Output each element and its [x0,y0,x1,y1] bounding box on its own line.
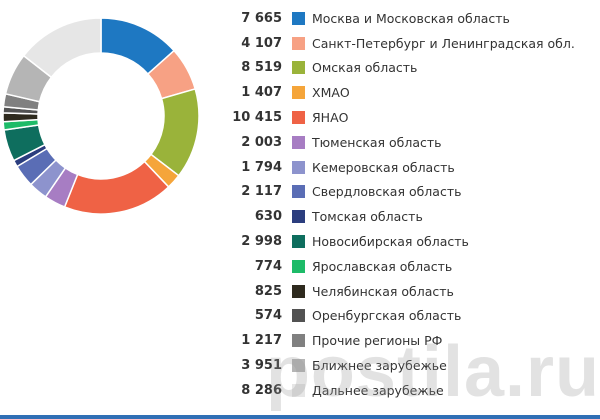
legend-value: 8 286 [241,382,282,398]
legend-swatch [292,383,305,397]
legend-swatch [292,334,305,348]
legend-value: 2 117 [241,184,282,200]
legend-swatch [292,36,305,50]
legend-label: Ярославская область [312,258,453,274]
legend-item: 825 Челябинская область [222,279,594,304]
legend-value: 7 665 [241,10,282,26]
bottom-rule [0,415,600,419]
legend-item: 574 Оренбургская область [222,304,594,329]
legend-swatch [292,185,305,199]
legend-value: 774 [254,258,282,274]
legend-value: 4 107 [241,35,282,51]
legend-swatch [292,160,305,174]
legend-value: 3 951 [241,358,282,374]
legend-value: 10 415 [232,110,282,126]
legend-item: 630 Томская область [222,204,594,229]
legend-item: 4 107 Санкт-Петербург и Ленинградская обл… [222,31,594,56]
legend-item: 10 415 ЯНАО [222,105,594,130]
donut-slice [22,17,102,79]
legend-label: Челябинская область [312,283,454,299]
legend-value: 2 998 [241,234,282,250]
legend-label: Дальнее зарубежье [312,382,444,398]
legend-item: 2 003 Тюменская область [222,130,594,155]
legend-label: Свердловская область [312,184,462,200]
legend-swatch [292,86,305,100]
legend-item: 1 217 Прочие регионы РФ [222,328,594,353]
legend-swatch [292,235,305,249]
legend-item: 1 794 Кемеровская область [222,155,594,180]
legend-value: 630 [254,209,282,225]
legend-label: Кемеровская область [312,159,455,175]
legend-value: 825 [254,283,282,299]
legend-value: 1 217 [241,333,282,349]
legend-value: 574 [254,308,282,324]
chart-legend: 7 665 Москва и Московская область 4 107 Сан… [222,6,594,403]
legend-swatch [292,11,305,25]
legend-swatch [292,284,305,298]
legend-value: 8 519 [241,60,282,76]
legend-swatch [292,359,305,373]
donut-chart [0,0,216,230]
legend-label: Санкт-Петербург и Ленинградская обл. [312,35,575,51]
legend-label: Томская область [312,209,423,225]
legend-label: Оренбургская область [312,308,462,324]
legend-label: Москва и Московская область [312,10,510,26]
legend-label: Новосибирская область [312,234,469,250]
legend-item: 774 Ярославская область [222,254,594,279]
legend-value: 1 407 [241,85,282,101]
legend-item: 8 286 Дальнее зарубежье [222,378,594,403]
legend-swatch [292,309,305,323]
legend-swatch [292,61,305,75]
legend-item: 2 998 Новосибирская область [222,229,594,254]
legend-swatch [292,210,305,224]
legend-label: Прочие регионы РФ [312,333,443,349]
legend-label: Тюменская область [312,134,442,150]
legend-item: 1 407 ХМАО [222,80,594,105]
legend-swatch [292,111,305,125]
legend-item: 7 665 Москва и Московская область [222,6,594,31]
legend-swatch [292,135,305,149]
legend-label: ХМАО [312,85,350,101]
legend-value: 2 003 [241,134,282,150]
legend-value: 1 794 [241,159,282,175]
watermark: postila.ru [265,332,600,412]
legend-label: Ближнее зарубежье [312,358,447,374]
legend-item: 2 117 Свердловская область [222,180,594,205]
legend-item: 8 519 Омская область [222,56,594,81]
legend-item: 3 951 Ближнее зарубежье [222,353,594,378]
legend-label: Омская область [312,60,418,76]
legend-swatch [292,259,305,273]
legend-label: ЯНАО [312,110,349,126]
